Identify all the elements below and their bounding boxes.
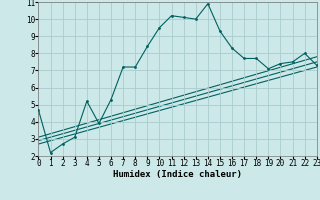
X-axis label: Humidex (Indice chaleur): Humidex (Indice chaleur) — [113, 170, 242, 179]
